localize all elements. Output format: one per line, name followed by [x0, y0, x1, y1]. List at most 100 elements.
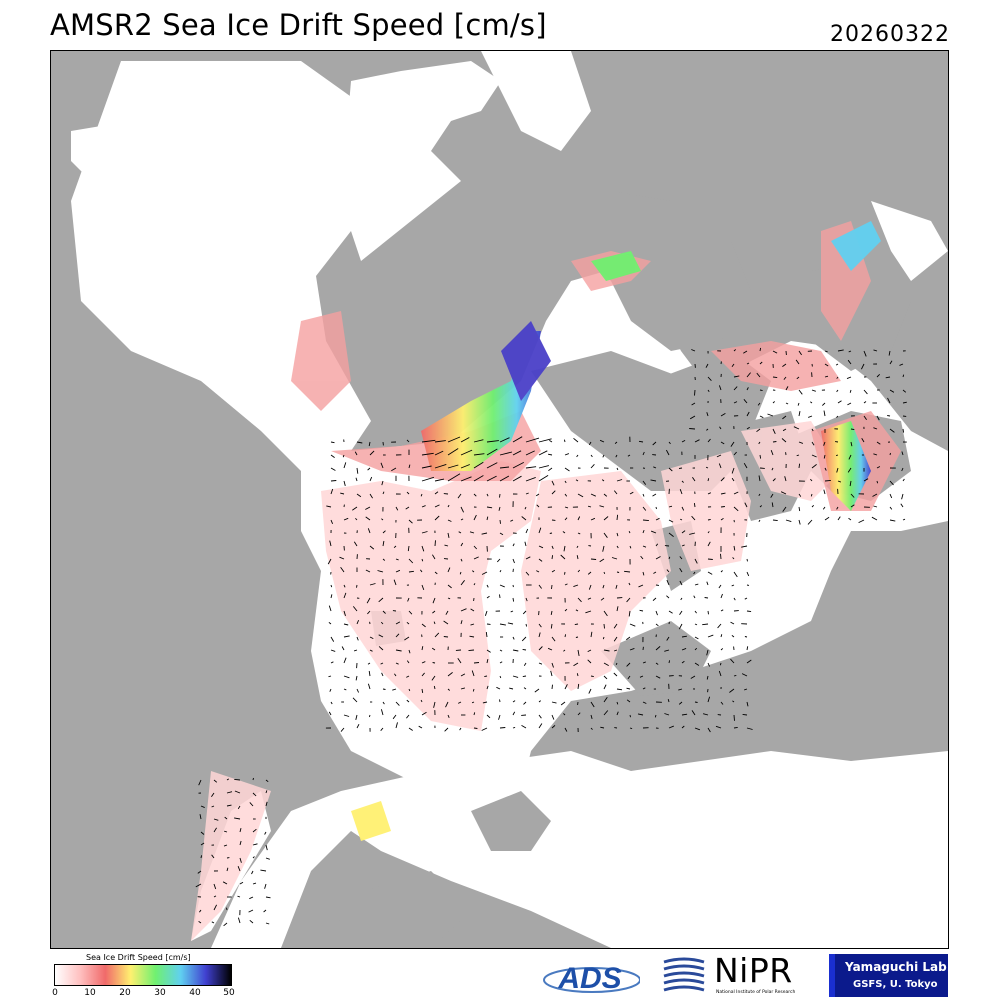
drift-vector — [798, 441, 804, 444]
drift-vector — [679, 556, 683, 560]
drift-vector — [733, 726, 738, 729]
drift-vector — [237, 866, 241, 872]
drift-vector — [444, 727, 449, 732]
drift-vector — [599, 439, 605, 443]
drift-vector — [470, 623, 475, 626]
drift-vector — [784, 476, 787, 482]
drift-vector — [264, 831, 267, 835]
drift-vector — [434, 571, 438, 575]
drift-vector — [629, 727, 633, 730]
drift-vector — [706, 649, 709, 656]
drift-vector — [666, 579, 670, 586]
drift-vector — [486, 516, 489, 521]
drift-vector — [707, 610, 709, 615]
drift-vector — [432, 554, 436, 560]
drift-vector — [693, 595, 696, 599]
drift-vector — [642, 451, 645, 456]
drift-vector — [512, 475, 522, 482]
drift-vector — [499, 466, 510, 469]
drift-vector — [746, 727, 753, 730]
drift-vector — [615, 454, 618, 458]
drift-vector — [668, 532, 674, 537]
drift-vector — [847, 402, 852, 406]
drift-vector — [666, 569, 670, 573]
drift-vector — [447, 597, 451, 600]
drift-vector — [733, 545, 736, 551]
drift-vector — [369, 476, 373, 482]
drift-vector — [798, 493, 802, 497]
drift-vector — [678, 701, 683, 705]
drift-vector — [642, 519, 649, 522]
drift-vector — [694, 389, 696, 396]
colorbar — [54, 964, 232, 986]
drift-vector — [404, 636, 410, 641]
drift-vector — [624, 570, 631, 573]
drift-vector — [548, 467, 553, 472]
drift-vector — [655, 623, 659, 627]
drift-vector — [538, 450, 548, 456]
drift-vector — [642, 571, 645, 576]
drift-vector — [889, 389, 895, 393]
drift-vector — [223, 922, 228, 927]
drift-vector — [473, 439, 484, 443]
drift-vector — [352, 697, 358, 703]
drift-vector — [744, 636, 748, 638]
drift-vector — [486, 714, 491, 719]
drift-vector — [603, 623, 605, 629]
drift-vector — [460, 620, 463, 625]
drift-vector — [408, 610, 413, 615]
drift-vector — [248, 909, 254, 913]
drift-vector — [694, 558, 698, 564]
drift-vector — [330, 488, 334, 495]
drift-vector — [590, 675, 594, 678]
drift-vector — [718, 584, 722, 589]
drift-vector — [353, 541, 358, 547]
drift-vector — [329, 540, 332, 547]
drift-vector — [395, 506, 399, 511]
drift-vector — [265, 801, 268, 807]
drift-vector — [835, 454, 839, 457]
drift-vector — [213, 779, 218, 783]
drift-vector — [433, 701, 436, 708]
drift-vector — [551, 714, 555, 720]
drift-vector — [469, 635, 475, 638]
drift-vector — [484, 675, 488, 678]
drift-vector — [746, 362, 750, 365]
drift-vector — [341, 646, 345, 651]
drift-vector — [824, 363, 829, 367]
drift-vector — [746, 372, 751, 378]
drift-vector — [655, 646, 661, 651]
drift-vector — [733, 506, 739, 512]
drift-vector — [460, 558, 463, 562]
drift-vector — [265, 922, 270, 925]
drift-vector — [496, 558, 501, 563]
drift-vector — [395, 662, 399, 665]
drift-vector — [211, 805, 215, 808]
drift-vector — [575, 479, 579, 482]
drift-vector — [330, 480, 337, 482]
drift-vector — [458, 531, 462, 534]
drift-vector — [512, 636, 515, 640]
drift-vector — [512, 711, 516, 716]
drift-vector — [486, 658, 489, 664]
drift-vector — [265, 896, 271, 899]
drift-vector — [393, 545, 397, 549]
drift-vector — [616, 467, 619, 471]
drift-vector — [211, 921, 215, 924]
drift-vector — [405, 506, 410, 510]
drift-vector — [538, 623, 542, 628]
drift-vector — [199, 814, 202, 820]
drift-vector — [889, 452, 891, 456]
drift-vector — [408, 688, 411, 692]
drift-vector — [447, 436, 461, 443]
drift-vector — [746, 426, 750, 430]
drift-vector — [627, 454, 631, 457]
drift-vector — [447, 448, 459, 456]
drift-vector — [563, 439, 566, 443]
drift-vector — [512, 450, 522, 456]
drift-vector — [521, 636, 527, 642]
drift-vector — [858, 519, 865, 524]
drift-vector — [664, 713, 670, 716]
drift-vector — [343, 635, 350, 638]
drift-vector — [783, 376, 787, 380]
